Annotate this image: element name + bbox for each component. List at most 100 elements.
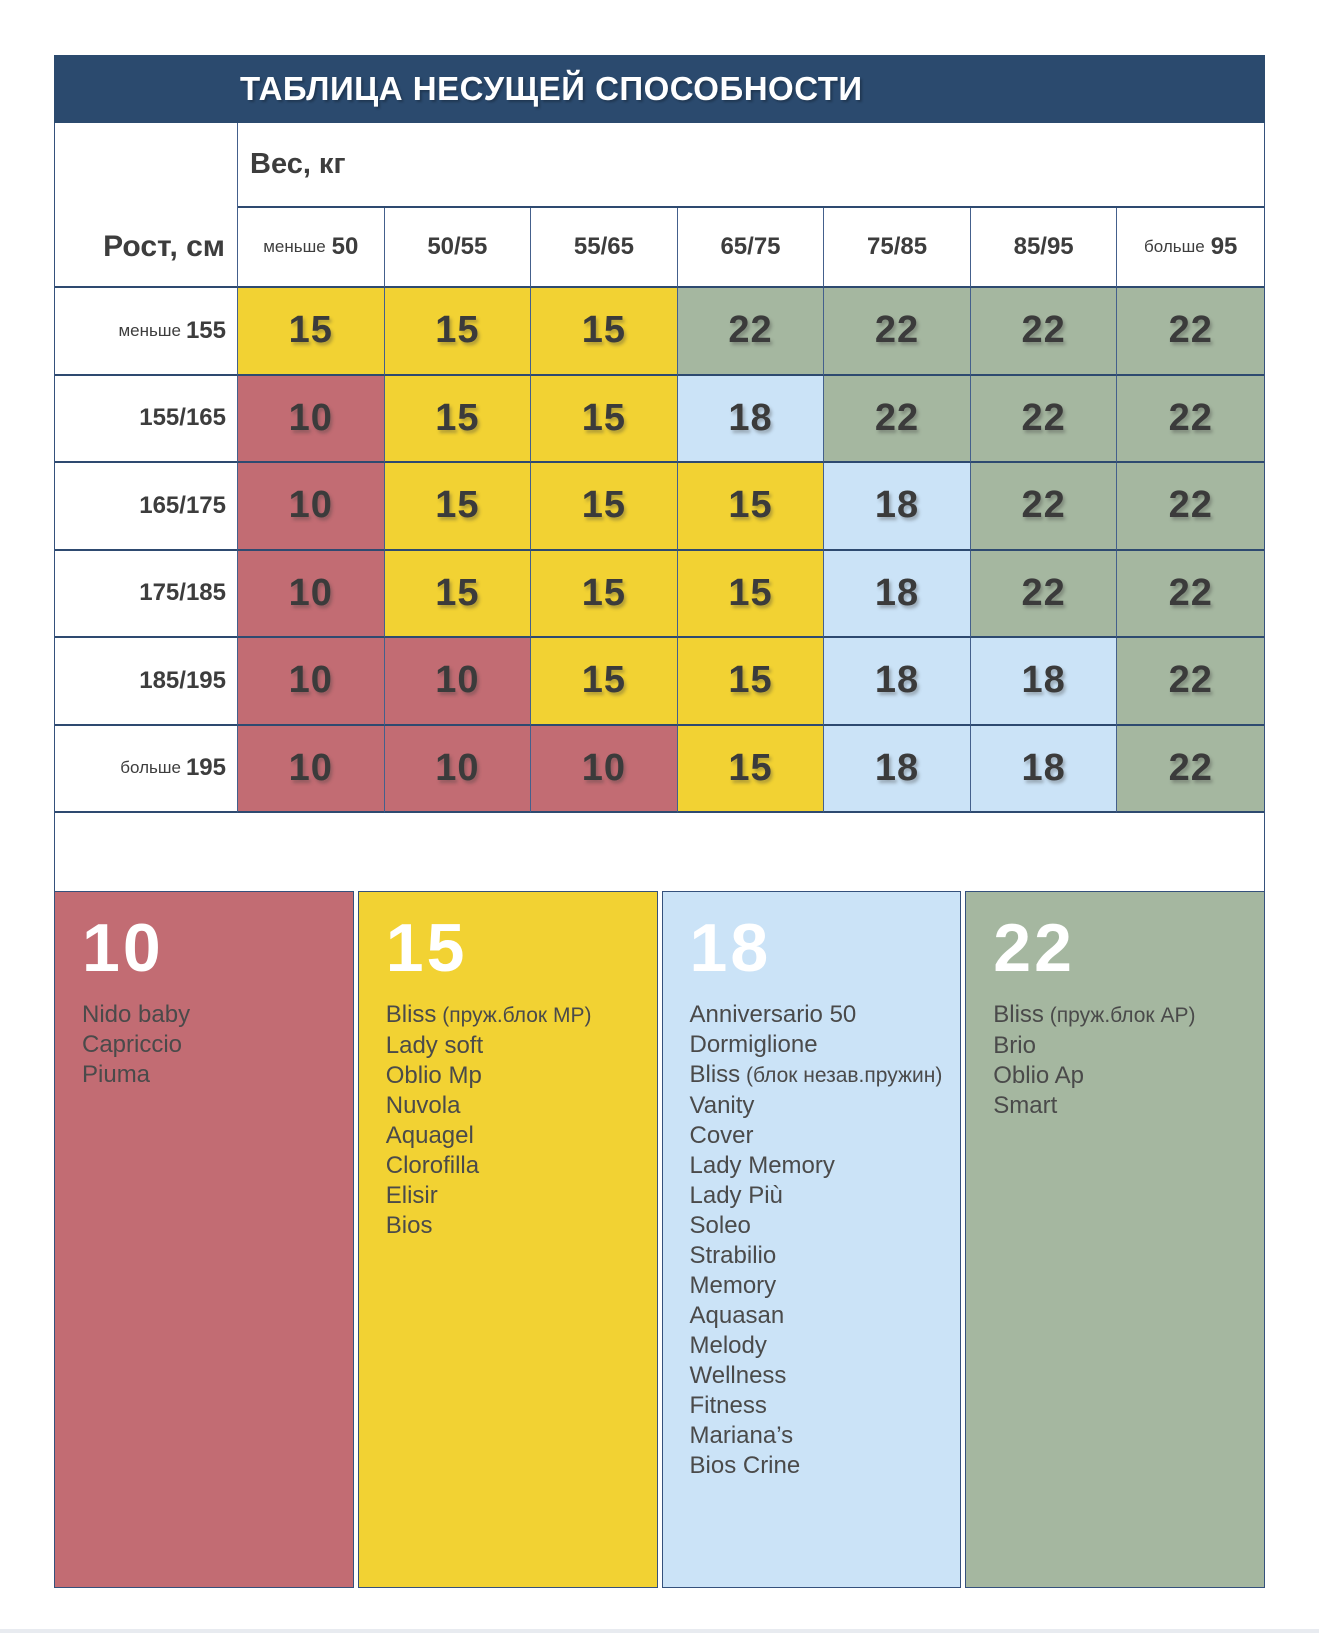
label-value: 155/165 [139,404,226,432]
legend-product: Melody [690,1331,947,1361]
legend-product: Aquagel [386,1121,643,1151]
legend-product: Dormiglione [690,1030,947,1060]
product-name: Bliss [993,1001,1044,1028]
capacity-cell: 18 [677,375,825,463]
capacity-cell: 22 [677,288,825,376]
product-name: Nuvola [385,1092,461,1119]
capacity-cell: 18 [824,463,971,551]
capacity-cell: 22 [1117,725,1264,813]
legend-product: Smart [993,1091,1250,1121]
label-value: 65/75 [720,233,781,260]
label-value: 55/65 [573,233,634,260]
capacity-cell: 15 [531,463,678,551]
legend-product: Wellness [690,1361,947,1391]
legend-product: Clorofilla [386,1151,643,1181]
label-value: 75/85 [867,233,928,260]
legend-product-list: Anniversario 50 Dormiglione Bliss (блок не… [690,1000,947,1481]
capacity-cell: 10 [531,725,678,813]
capacity-cell: 18 [970,725,1118,813]
capacity-cell: 15 [677,638,825,726]
legend-product: Strabilio [690,1241,947,1271]
legend-product: Piuma [82,1060,339,1090]
label-value: 155 [185,316,226,344]
capacity-cell: 15 [384,463,532,551]
capacity-cell: 10 [384,638,532,726]
product-name: Piuma [82,1061,151,1088]
legend-product: Capriccio [82,1030,339,1060]
capacity-cell: 22 [970,375,1118,463]
legend-product-list: Nido baby Capriccio Piuma [82,1000,339,1090]
table-title-bar: ТАБЛИЦА НЕСУЩЕЙ СПОСОБНОСТИ [54,55,1265,123]
product-name: Cover [689,1122,754,1149]
weight-col-header: 50/55 [384,208,532,288]
capacity-cell: 22 [1117,638,1264,726]
label-qualifier: больше [1144,237,1205,256]
legend-group-10: 10 Nido baby Capriccio Piuma [54,891,354,1588]
legend-product: Bios [386,1211,643,1241]
corner-cell [55,123,238,208]
capacity-cell: 15 [384,375,532,463]
capacity-cell: 18 [824,725,971,813]
product-name: Brio [993,1032,1036,1059]
product-name: Bliss [689,1061,741,1088]
capacity-cell: 15 [384,288,532,376]
product-name: Strabilio [689,1242,777,1269]
product-name: Melody [689,1332,767,1359]
legend-product: Lady Memory [690,1151,947,1181]
product-note: (пруж.блок MP) [436,1004,592,1027]
product-name: Clorofilla [385,1152,480,1179]
legend: 10 Nido baby Capriccio Piuma 15 Bliss (пруж.б… [54,891,1265,1588]
capacity-cell: 10 [238,550,385,638]
legend-product: Lady soft [386,1031,643,1061]
capacity-cell: 15 [677,463,825,551]
weight-col-header: 75/85 [824,208,971,288]
product-note: (пруж.блок AP) [1043,1004,1196,1027]
bottom-strip [0,1629,1319,1633]
legend-product: Fitness [690,1391,947,1421]
label-value: 185/195 [139,666,226,694]
legend-product: Bios Crine [690,1451,947,1481]
legend-group-18: 18 Anniversario 50 Dormiglione Bliss (блок … [661,891,962,1588]
legend-product: Anniversario 50 [690,1000,947,1030]
label-qualifier: меньше [263,237,326,256]
capacity-cell: 18 [824,550,971,638]
legend-value: 10 [82,910,164,986]
capacity-cell: 10 [238,375,385,463]
height-row-header: 185/195 [55,638,238,726]
product-name: Mariana’s [689,1422,794,1449]
legend-product: Vanity [690,1091,947,1121]
capacity-cell: 22 [1117,463,1264,551]
legend-product: Elisir [386,1181,643,1211]
height-row-header: 165/175 [55,463,238,551]
product-name: Wellness [689,1362,787,1389]
height-row-header: 175/185 [55,550,238,638]
empty-footer-row [54,813,1265,891]
legend-product-list: Bliss (пруж.блок MP) Lady soft Oblio Mp Nuv… [386,1000,643,1241]
legend-value: 15 [385,910,468,986]
capacity-cell: 22 [824,288,971,376]
product-name: Soleo [689,1212,751,1239]
product-name: Nido baby [82,1001,191,1028]
label-qualifier: меньше [118,320,181,340]
legend-product: Lady Più [690,1181,947,1211]
legend-group-22: 22 Bliss (пруж.блок AP) Brio Oblio Ap Smart [965,891,1265,1588]
capacity-cell: 15 [531,550,678,638]
product-name: Aquagel [385,1122,474,1149]
product-note: (блок незав.пружин) [740,1064,943,1087]
product-name: Capriccio [82,1031,183,1058]
legend-value: 18 [689,910,772,986]
product-name: Fitness [689,1392,767,1419]
capacity-cell: 22 [970,288,1118,376]
label-value: 175/185 [139,579,226,607]
label-value: 85/95 [1013,233,1074,260]
product-name: Bios Crine [689,1452,801,1479]
product-name: Memory [689,1272,777,1299]
legend-product: Mariana’s [690,1421,947,1451]
legend-group-15: 15 Bliss (пруж.блок MP) Lady soft Oblio Mp N… [357,891,658,1588]
height-row-header: больше 195 [55,725,238,813]
legend-product-list: Bliss (пруж.блок AP) Brio Oblio Ap Smart [993,1000,1250,1121]
product-name: Smart [993,1092,1058,1119]
capacity-cell: 15 [677,550,825,638]
capacity-cell: 22 [1117,375,1264,463]
capacity-cell: 10 [238,463,385,551]
